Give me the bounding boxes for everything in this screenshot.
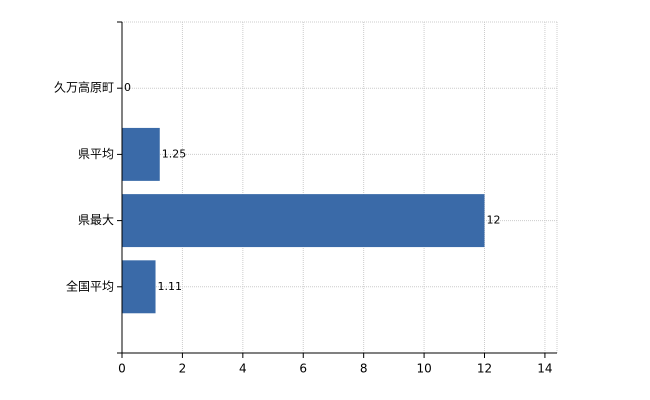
x-tick-label: 2 xyxy=(179,362,187,376)
x-tick-label: 0 xyxy=(118,362,126,376)
x-tick-label: 8 xyxy=(360,362,368,376)
value-label: 1.11 xyxy=(158,280,183,293)
x-tick-label: 6 xyxy=(299,362,307,376)
x-tick-label: 12 xyxy=(477,362,492,376)
y-tick-label: 県平均 xyxy=(78,147,114,161)
value-label: 12 xyxy=(487,214,501,227)
value-label: 0 xyxy=(124,81,131,94)
x-tick-label: 10 xyxy=(416,362,431,376)
x-tick-label: 14 xyxy=(537,362,552,376)
x-tick-label: 4 xyxy=(239,362,247,376)
bar xyxy=(122,127,160,181)
y-tick-label: 県最大 xyxy=(78,213,114,227)
value-label: 1.25 xyxy=(162,147,187,160)
bar xyxy=(122,260,156,314)
y-tick-label: 全国平均 xyxy=(66,278,114,293)
y-tick-label: 久万高原町 xyxy=(54,80,114,95)
bar xyxy=(122,194,485,248)
